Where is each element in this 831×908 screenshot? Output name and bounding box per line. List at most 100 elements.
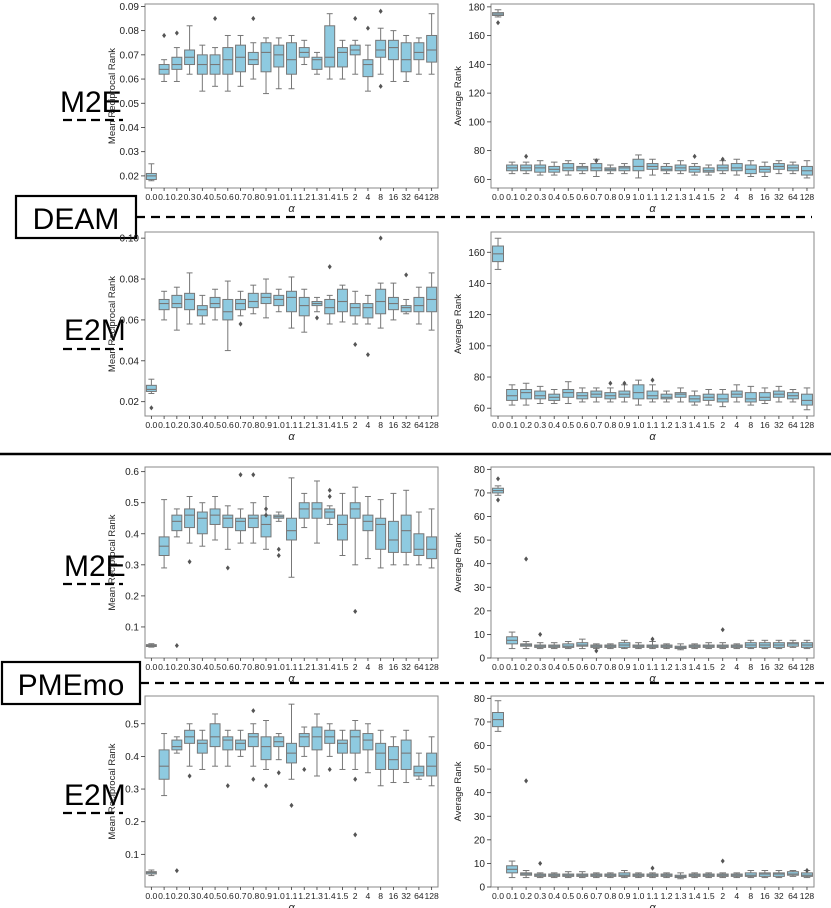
box-iqr xyxy=(184,292,196,311)
box-0.6 xyxy=(576,638,589,650)
box-iqr xyxy=(801,393,813,406)
box-iqr xyxy=(311,502,323,519)
box-1.0 xyxy=(632,154,645,179)
outlier-point xyxy=(594,648,599,654)
y-axis-label: Average Rank xyxy=(453,532,464,592)
x-tick-label: 1.4 xyxy=(324,891,336,901)
outlier-point xyxy=(314,315,319,321)
y-axis-label: Average Rank xyxy=(453,66,464,126)
box-1.5 xyxy=(702,164,715,176)
x-tick-label: 8 xyxy=(748,420,753,430)
box-iqr xyxy=(660,393,673,400)
x-tick-label: 16 xyxy=(760,662,770,672)
box-128 xyxy=(801,867,813,879)
y-tick-label: 0.10 xyxy=(120,234,140,245)
box-0.6 xyxy=(576,871,589,879)
box-1.4 xyxy=(324,487,336,525)
x-tick-label: 0.3 xyxy=(534,891,546,901)
y-tick-label: 0.02 xyxy=(120,397,140,408)
x-tick-label: 8 xyxy=(378,662,383,672)
x-tick-label: 1.1 xyxy=(647,420,659,430)
x-tick-label: 0.5 xyxy=(562,891,574,901)
y-tick-label: 10 xyxy=(474,859,486,870)
x-tick-label: 64 xyxy=(414,891,424,901)
box-0.4 xyxy=(196,294,208,325)
box-iqr xyxy=(222,514,234,529)
x-tick-label: 1.4 xyxy=(689,891,701,901)
box-0.0 xyxy=(145,643,157,648)
x-tick-label: 1.2 xyxy=(298,192,310,202)
y-tick-label: 60 xyxy=(474,512,486,523)
box-4 xyxy=(730,158,743,176)
outlier-point xyxy=(251,708,256,714)
box-0.1 xyxy=(158,32,170,82)
box-2 xyxy=(716,858,729,879)
y-tick-label: 40 xyxy=(474,559,486,570)
x-tick-label: 1.1 xyxy=(286,891,298,901)
box-32 xyxy=(772,385,785,403)
outlier-point xyxy=(608,380,613,386)
x-tick-label: 0.9 xyxy=(618,662,630,672)
y-tick-label: 80 xyxy=(474,146,486,157)
x-tick-label: 0.4 xyxy=(196,891,208,901)
x-tick-label: 64 xyxy=(414,662,424,672)
box-iqr xyxy=(196,511,208,535)
box-0.7 xyxy=(235,34,247,87)
x-tick-label: 64 xyxy=(788,192,798,202)
x-tick-label: 16 xyxy=(389,891,399,901)
box-16 xyxy=(758,639,771,650)
x-tick-label: 0.2 xyxy=(171,420,183,430)
box-iqr xyxy=(730,163,743,172)
box-0.7 xyxy=(235,290,247,327)
outlier-point xyxy=(496,497,501,503)
x-tick-label: 0.0 xyxy=(492,192,504,202)
box-2 xyxy=(716,388,729,408)
x-tick-label: 0.0 xyxy=(145,420,157,430)
x-tick-label: 32 xyxy=(774,891,784,901)
box-64 xyxy=(413,286,425,325)
outlier-point xyxy=(276,552,281,559)
box-4 xyxy=(362,723,374,774)
outlier-point xyxy=(327,487,332,493)
x-tick-label: 1.0 xyxy=(273,662,285,672)
x-tick-label: 0.3 xyxy=(534,420,546,430)
x-tick-label: 0.6 xyxy=(222,662,234,672)
y-tick-label: 0.03 xyxy=(120,147,140,158)
x-tick-label: 0.7 xyxy=(235,891,247,901)
box-128 xyxy=(801,639,813,650)
box-0.7 xyxy=(590,643,603,654)
x-tick-label: 2 xyxy=(353,662,358,672)
box-iqr xyxy=(387,520,399,553)
x-tick-label: 32 xyxy=(774,662,784,672)
x-tick-label: 2 xyxy=(353,891,358,901)
box-iqr xyxy=(632,384,645,400)
x-tick-label: 128 xyxy=(424,420,439,430)
x-tick-label: 0.2 xyxy=(520,662,532,672)
box-0.6 xyxy=(222,34,234,92)
x-tick-label: 0.7 xyxy=(590,891,602,901)
box-0.5 xyxy=(562,640,575,650)
box-0.5 xyxy=(209,496,221,541)
y-tick-label: 0.4 xyxy=(125,529,139,540)
outlier-point xyxy=(251,472,256,478)
box-32 xyxy=(772,160,785,175)
x-tick-label: 8 xyxy=(748,662,753,672)
x-tick-label: 0.1 xyxy=(158,891,170,901)
x-axis-label: α xyxy=(649,203,656,215)
box-iqr xyxy=(324,508,336,519)
y-tick-label: 0.2 xyxy=(125,817,139,828)
box-8 xyxy=(375,8,387,89)
box-iqr xyxy=(562,163,575,172)
box-1.1 xyxy=(286,34,297,90)
box-0.3 xyxy=(534,160,547,176)
box-iqr xyxy=(576,642,589,647)
x-tick-label: 4 xyxy=(366,891,371,901)
x-tick-label: 0.7 xyxy=(235,192,247,202)
box-4 xyxy=(362,25,374,92)
box-iqr xyxy=(413,42,425,61)
chart-panel: 0.020.030.040.050.060.070.080.090.0 0.1 0.… xyxy=(107,2,439,215)
y-tick-label: 0.06 xyxy=(120,315,140,326)
outlier-point xyxy=(622,380,627,386)
outlier-point xyxy=(496,476,501,482)
